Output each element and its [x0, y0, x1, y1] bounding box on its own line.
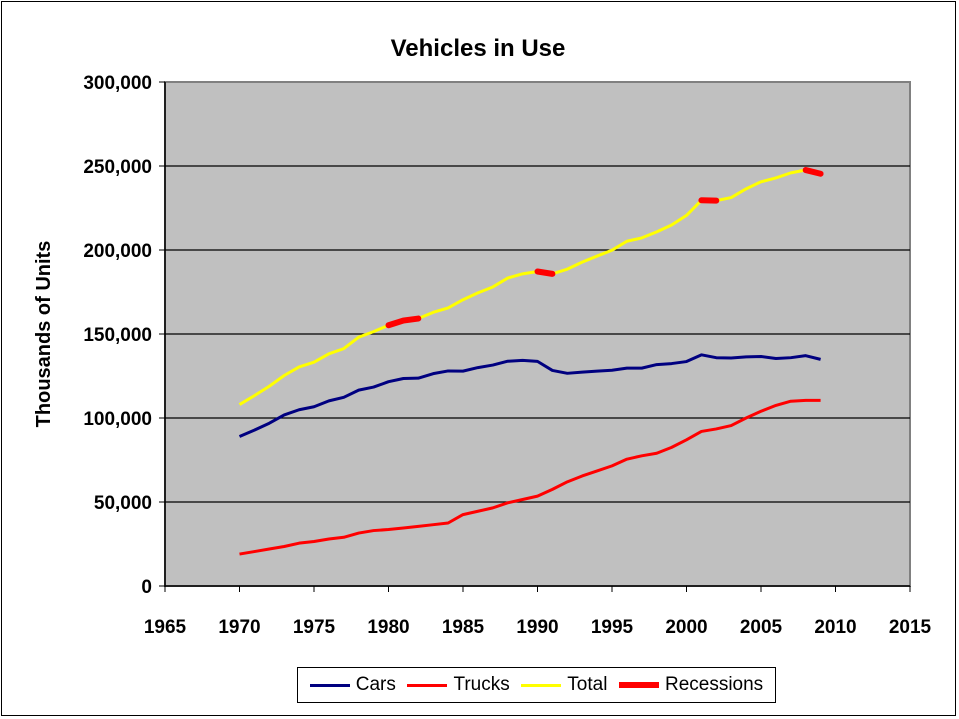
x-tick-label: 1975 [293, 617, 336, 638]
legend-label: Cars [355, 674, 396, 695]
legend-item-recessions: Recessions [618, 674, 764, 696]
x-tick-label: 1990 [516, 617, 558, 638]
legend-swatch [407, 683, 448, 687]
y-tick-label: 50,000 [94, 493, 152, 514]
y-tick-label: 250,000 [83, 157, 152, 178]
series-line-total [238, 168, 821, 406]
y-axis-label: Thousands of Units [33, 241, 55, 428]
y-tick-label: 0 [141, 577, 152, 598]
x-tick-label: 2015 [889, 617, 932, 638]
x-tick-label: 2010 [814, 617, 856, 638]
x-tick-label: 1985 [442, 617, 485, 638]
x-tick-label: 1965 [144, 617, 187, 638]
legend-swatch [521, 683, 562, 687]
legend: Cars Trucks Total Recessions [297, 667, 776, 703]
legend-item-total: Total [521, 674, 607, 696]
legend-label: Total [567, 674, 608, 695]
recession-segment [534, 268, 556, 277]
y-tick-label: 150,000 [83, 325, 152, 346]
y-tick-label: 100,000 [83, 409, 152, 430]
x-tick-label: 1970 [218, 617, 260, 638]
y-tick-label: 200,000 [83, 241, 152, 262]
series-line-trucks [239, 398, 821, 556]
x-tick-label: 2000 [665, 617, 707, 638]
x-tick-label: 1980 [367, 617, 409, 638]
y-tick-label: 300,000 [83, 73, 152, 94]
recession-segment [802, 167, 824, 177]
legend-label: Recessions [664, 674, 764, 695]
chart-title: Vehicles in Use [391, 35, 566, 62]
legend-item-trucks: Trucks [407, 674, 510, 696]
legend-label: Trucks [453, 674, 510, 695]
x-tick-label: 2005 [740, 617, 783, 638]
legend-swatch [309, 683, 350, 687]
recession-segment [385, 315, 422, 329]
x-tick-label: 1995 [591, 617, 634, 638]
legend-item-cars: Cars [309, 674, 396, 696]
series-line-cars [238, 353, 821, 438]
legend-swatch [618, 682, 659, 688]
